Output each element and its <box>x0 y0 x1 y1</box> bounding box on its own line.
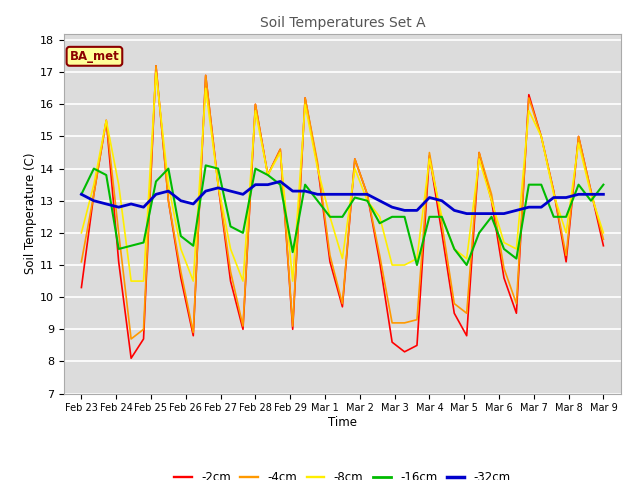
Legend: -2cm, -4cm, -8cm, -16cm, -32cm: -2cm, -4cm, -8cm, -16cm, -32cm <box>169 466 516 480</box>
Title: Soil Temperatures Set A: Soil Temperatures Set A <box>260 16 425 30</box>
Text: BA_met: BA_met <box>70 50 119 63</box>
X-axis label: Time: Time <box>328 416 357 429</box>
Y-axis label: Soil Temperature (C): Soil Temperature (C) <box>24 153 37 275</box>
